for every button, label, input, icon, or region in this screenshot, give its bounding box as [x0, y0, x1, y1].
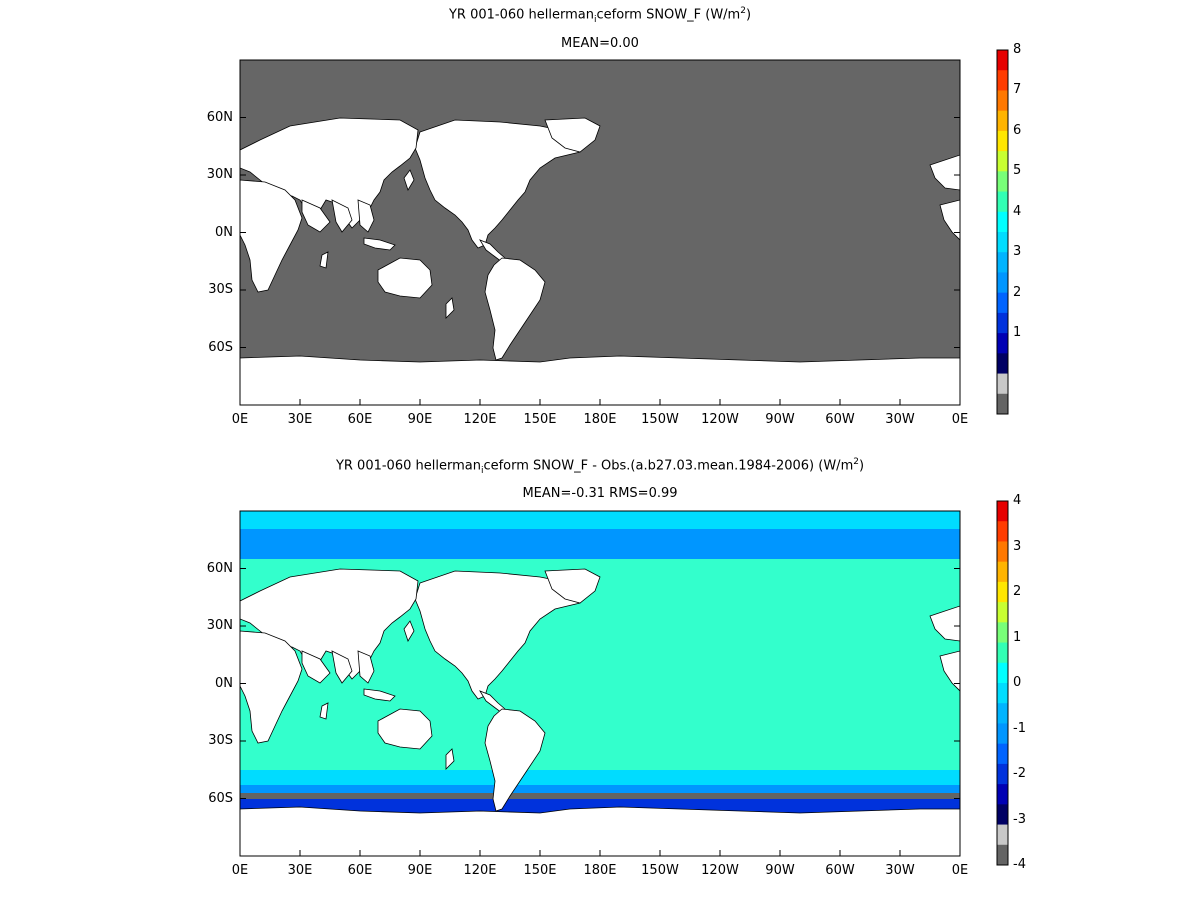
lon-tick-label: 60W [825, 412, 855, 427]
colorbar-swatch [997, 151, 1008, 172]
colorbar-swatch [997, 272, 1008, 294]
colorbar-swatch [997, 501, 1008, 522]
colorbar-swatch [997, 211, 1008, 233]
colorbar-label: 4 [1013, 203, 1022, 219]
colorbar-swatch [997, 723, 1008, 745]
lon-tick-label: 150W [641, 863, 679, 878]
colorbar-swatch [997, 602, 1008, 623]
lon-tick-label: 120E [463, 412, 497, 427]
colorbar-swatch [997, 252, 1008, 273]
panel2-title: YR 001-060 hellermaniceform SNOW_F - Obs… [335, 457, 865, 476]
lon-tick-label: 60E [347, 863, 373, 878]
lon-tick-label: 90E [407, 863, 433, 878]
colorbar-swatch [997, 642, 1008, 664]
lon-tick-label: 180E [583, 863, 617, 878]
panel1-title: YR 001-060 hellermaniceform SNOW_F (W/m2… [448, 6, 752, 25]
colorbar-label: -2 [1013, 766, 1026, 781]
colorbar-swatch [997, 50, 1008, 71]
colorbar-label: 5 [1013, 163, 1022, 179]
colorbar-swatch [997, 232, 1008, 253]
colorbar-swatch [997, 110, 1008, 132]
colorbar-swatch [997, 130, 1008, 152]
lat-tick-label: 60S [208, 790, 233, 806]
colorbar-swatch [997, 581, 1008, 603]
colorbar-swatch [997, 784, 1008, 805]
colorbar-label: 0 [1013, 675, 1022, 690]
lat-tick-label: 30S [208, 733, 233, 748]
lat-tick-label: 30N [206, 167, 233, 182]
colorbar-label: 3 [1013, 244, 1022, 260]
colorbar-swatch [997, 70, 1008, 91]
colorbar-swatch [997, 844, 1008, 866]
colorbar-label: -3 [1013, 811, 1026, 827]
colorbar-swatch [997, 541, 1008, 563]
colorbar-label: 2 [1013, 284, 1022, 300]
lon-tick-label: 0E [951, 863, 969, 878]
colorbar-label: 3 [1013, 538, 1022, 554]
lat-tick-label: 0N [215, 224, 233, 240]
colorbar-label: 1 [1013, 629, 1022, 645]
lon-tick-label: 0E [951, 412, 969, 427]
lat-tick-label: 60S [208, 339, 233, 355]
lat-tick-label: 0N [215, 675, 233, 691]
colorbar-swatch [997, 743, 1008, 765]
panel1-colorbar [996, 49, 1009, 415]
colorbar-swatch [997, 622, 1008, 644]
colorbar-label: 4 [1013, 493, 1022, 508]
colorbar-swatch [997, 292, 1008, 314]
colorbar-swatch [997, 353, 1008, 375]
lon-tick-label: 150W [641, 412, 679, 427]
lat-tick-label: 30N [206, 618, 233, 633]
lon-tick-label: 30E [287, 412, 313, 427]
lon-tick-label: 90W [765, 863, 795, 878]
colorbar-swatch [997, 373, 1008, 395]
colorbar-swatch [997, 824, 1008, 846]
colorbar-swatch [997, 804, 1008, 826]
colorbar-swatch [997, 662, 1008, 684]
colorbar-swatch [997, 312, 1008, 334]
lon-tick-label: 150E [523, 412, 557, 427]
panel2-colorbar [996, 500, 1009, 866]
lon-tick-label: 30E [287, 863, 313, 878]
lon-tick-label: 0E [231, 412, 249, 427]
panel1-map [239, 59, 961, 406]
colorbar-label: 2 [1013, 584, 1022, 599]
panel2-stats: MEAN=-0.31 RMS=0.99 [522, 486, 678, 501]
colorbar-label: 8 [1013, 42, 1022, 57]
colorbar-label: 1 [1013, 325, 1022, 341]
lon-tick-label: 30W [885, 412, 915, 427]
lon-tick-label: 60E [347, 412, 373, 427]
lon-tick-label: 90E [407, 412, 433, 427]
lon-tick-label: 30W [885, 863, 915, 878]
lat-tick-label: 30S [208, 282, 233, 297]
panel2-map [239, 510, 961, 857]
lon-tick-label: 120W [701, 412, 739, 427]
colorbar-swatch [997, 191, 1008, 213]
panel1-stats: MEAN=0.00 [561, 36, 639, 51]
colorbar-label: 7 [1013, 82, 1022, 98]
colorbar-label: 6 [1013, 122, 1022, 138]
lon-tick-label: 0E [231, 863, 249, 878]
lon-tick-label: 60W [825, 863, 855, 878]
lon-tick-label: 150E [523, 863, 557, 878]
lon-tick-label: 180E [583, 412, 617, 427]
colorbar-swatch [997, 171, 1008, 193]
lon-tick-label: 120W [701, 863, 739, 878]
colorbar-label: -1 [1013, 720, 1026, 736]
colorbar-swatch [997, 333, 1008, 354]
colorbar-swatch [997, 683, 1008, 704]
colorbar-swatch [997, 90, 1008, 112]
lat-tick-label: 60N [206, 560, 233, 576]
colorbar-swatch [997, 521, 1008, 542]
lon-tick-label: 90W [765, 412, 795, 427]
lon-tick-label: 120E [463, 863, 497, 878]
colorbar-swatch [997, 763, 1008, 785]
lat-tick-label: 60N [206, 109, 233, 125]
colorbar-swatch [997, 703, 1008, 724]
colorbar-label: -4 [1013, 857, 1026, 872]
colorbar-swatch [997, 393, 1008, 415]
colorbar-swatch [997, 561, 1008, 583]
